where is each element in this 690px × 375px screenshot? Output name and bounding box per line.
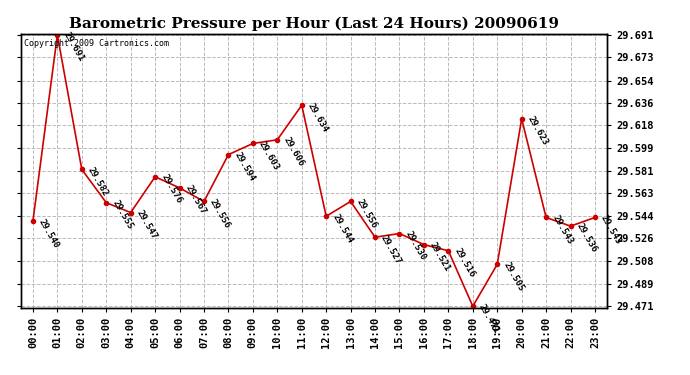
Text: 29.555: 29.555 xyxy=(110,198,135,231)
Text: 29.536: 29.536 xyxy=(575,222,599,254)
Text: Copyright 2009 Cartronics.com: Copyright 2009 Cartronics.com xyxy=(23,39,168,48)
Text: 29.576: 29.576 xyxy=(159,172,183,205)
Text: 29.505: 29.505 xyxy=(502,260,525,292)
Text: 29.543: 29.543 xyxy=(550,213,574,246)
Text: 29.516: 29.516 xyxy=(453,247,476,279)
Text: 29.606: 29.606 xyxy=(282,136,306,168)
Text: 29.567: 29.567 xyxy=(184,184,208,216)
Text: 29.623: 29.623 xyxy=(526,115,550,147)
Text: 29.471: 29.471 xyxy=(477,302,501,334)
Text: 29.527: 29.527 xyxy=(380,233,403,266)
Text: 29.556: 29.556 xyxy=(208,197,232,230)
Text: 29.556: 29.556 xyxy=(355,197,379,230)
Title: Barometric Pressure per Hour (Last 24 Hours) 20090619: Barometric Pressure per Hour (Last 24 Ho… xyxy=(69,17,559,31)
Text: 29.544: 29.544 xyxy=(331,212,354,244)
Text: 29.691: 29.691 xyxy=(61,31,86,63)
Text: 29.540: 29.540 xyxy=(37,217,61,249)
Text: 29.543: 29.543 xyxy=(599,213,623,246)
Text: 29.603: 29.603 xyxy=(257,140,281,172)
Text: 29.547: 29.547 xyxy=(135,209,159,241)
Text: 29.530: 29.530 xyxy=(404,230,428,262)
Text: 29.594: 29.594 xyxy=(233,150,257,183)
Text: 29.634: 29.634 xyxy=(306,101,330,134)
Text: 29.521: 29.521 xyxy=(428,240,452,273)
Text: 29.582: 29.582 xyxy=(86,165,110,198)
